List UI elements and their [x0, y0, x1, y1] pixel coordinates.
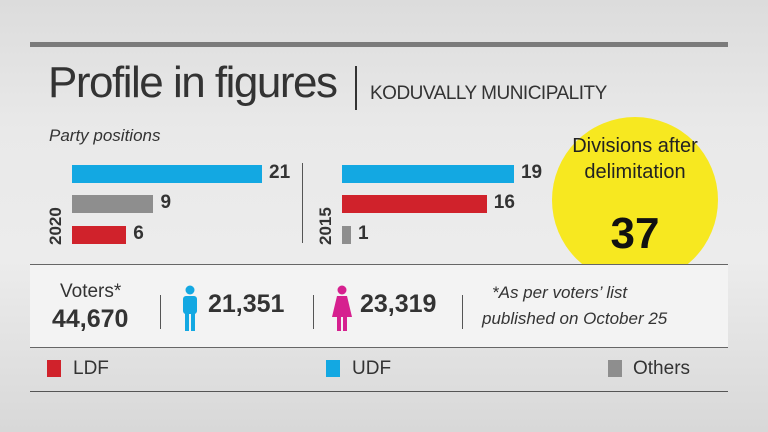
bar-2015-udf [342, 165, 514, 183]
separator [160, 295, 161, 329]
legend-swatch-ldf [47, 360, 61, 377]
bar-2015-ldf [342, 195, 487, 213]
value-label-2020-ldf: 6 [133, 223, 144, 244]
bar-2020-others [72, 195, 154, 213]
bottom-rule [30, 391, 728, 392]
bar-2020-udf [72, 165, 263, 183]
separator [462, 295, 463, 329]
page-subtitle: KODUVALLY MUNICIPALITY [370, 83, 607, 104]
year-label-2020: 2020 [46, 207, 65, 245]
value-label-2015-others: 1 [358, 223, 369, 244]
male-voters: 21,351 [208, 290, 285, 318]
legend-swatch-others [608, 360, 622, 377]
year-label-2015: 2015 [316, 207, 335, 245]
legend-swatch-udf [326, 360, 340, 377]
divisions-label: Divisions after delimitation [572, 135, 698, 183]
legend-others: Others [633, 358, 691, 379]
title-divider [355, 66, 357, 110]
voters-note-line2: published on October 25 [482, 309, 668, 328]
female-voters: 23,319 [360, 290, 437, 318]
voters-label: Voters* [60, 281, 122, 302]
value-label-2020-others: 9 [160, 192, 172, 213]
value-label-2020-udf: 21 [269, 162, 291, 183]
value-label-2015-ldf: 16 [493, 192, 515, 213]
male-icon [183, 285, 197, 331]
page-title: Profile in figures [48, 58, 338, 107]
top-rule [30, 42, 728, 47]
legend-ldf: LDF [73, 358, 109, 379]
female-icon [332, 285, 352, 331]
voters-total: 44,670 [52, 305, 129, 333]
legend-udf: UDF [352, 358, 392, 379]
chart-title: Party positions [49, 126, 161, 145]
bar-2020-ldf [72, 226, 127, 244]
value-label-2015-udf: 19 [520, 162, 543, 183]
voters-panel: Voters* 44,670 21,351 23,319 *As per vot… [30, 264, 728, 348]
year-divider [302, 163, 303, 243]
voters-note-line1: *As per voters’ list [492, 283, 628, 302]
divisions-badge: Divisions after delimitation 37 [552, 117, 718, 283]
separator [313, 295, 314, 329]
bar-2015-others [342, 226, 352, 244]
divisions-value: 37 [610, 209, 660, 258]
